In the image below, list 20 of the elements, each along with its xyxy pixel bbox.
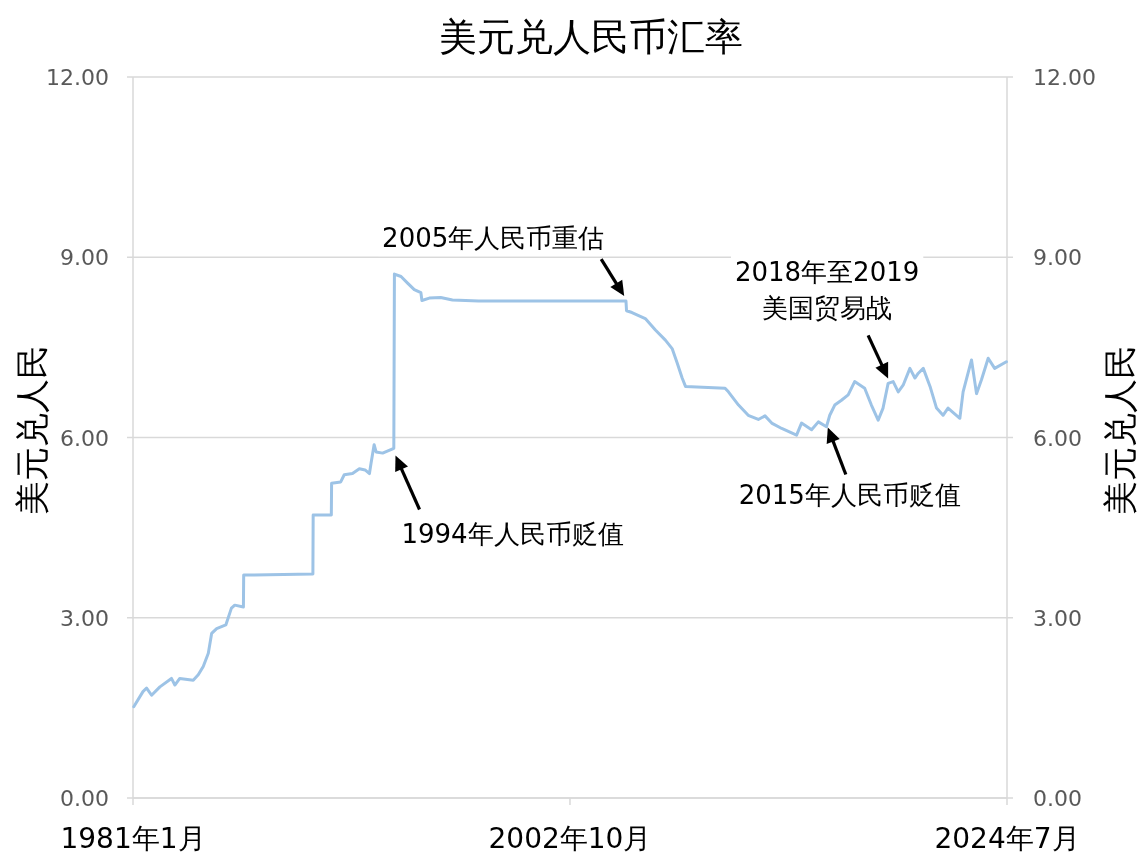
x-tick-label: 2002年10月 [488, 822, 652, 855]
annotation: 2005年人民币重估 [382, 223, 605, 254]
x-tick-label: 1981年1月 [60, 822, 206, 855]
annotation: 1994年人民币贬值 [401, 518, 624, 549]
annotation: 2015年人民币贬值 [738, 480, 961, 511]
y2-tick-label: 6.00 [1033, 425, 1082, 451]
y-tick-label: 3.00 [60, 605, 109, 631]
chart-title: 美元兑人民币汇率 [439, 15, 743, 59]
annotation: 2018年至2019 美国贸易战 [734, 257, 920, 324]
x-tick-label: 2024年7月 [934, 822, 1080, 855]
y-tick-label: 12.00 [46, 65, 109, 90]
y-axis-title: 美元兑人民 [12, 345, 52, 515]
y-tick-label: 0.00 [60, 786, 109, 811]
y2-tick-label: 9.00 [1033, 245, 1082, 271]
y-tick-label: 6.00 [60, 425, 109, 451]
y2-axis-title: 美元兑人民 [1100, 345, 1140, 515]
y2-tick-label: 3.00 [1033, 605, 1082, 631]
y2-tick-label: 12.00 [1033, 65, 1096, 90]
y2-tick-label: 0.00 [1033, 786, 1082, 811]
y-tick-label: 9.00 [60, 245, 109, 271]
